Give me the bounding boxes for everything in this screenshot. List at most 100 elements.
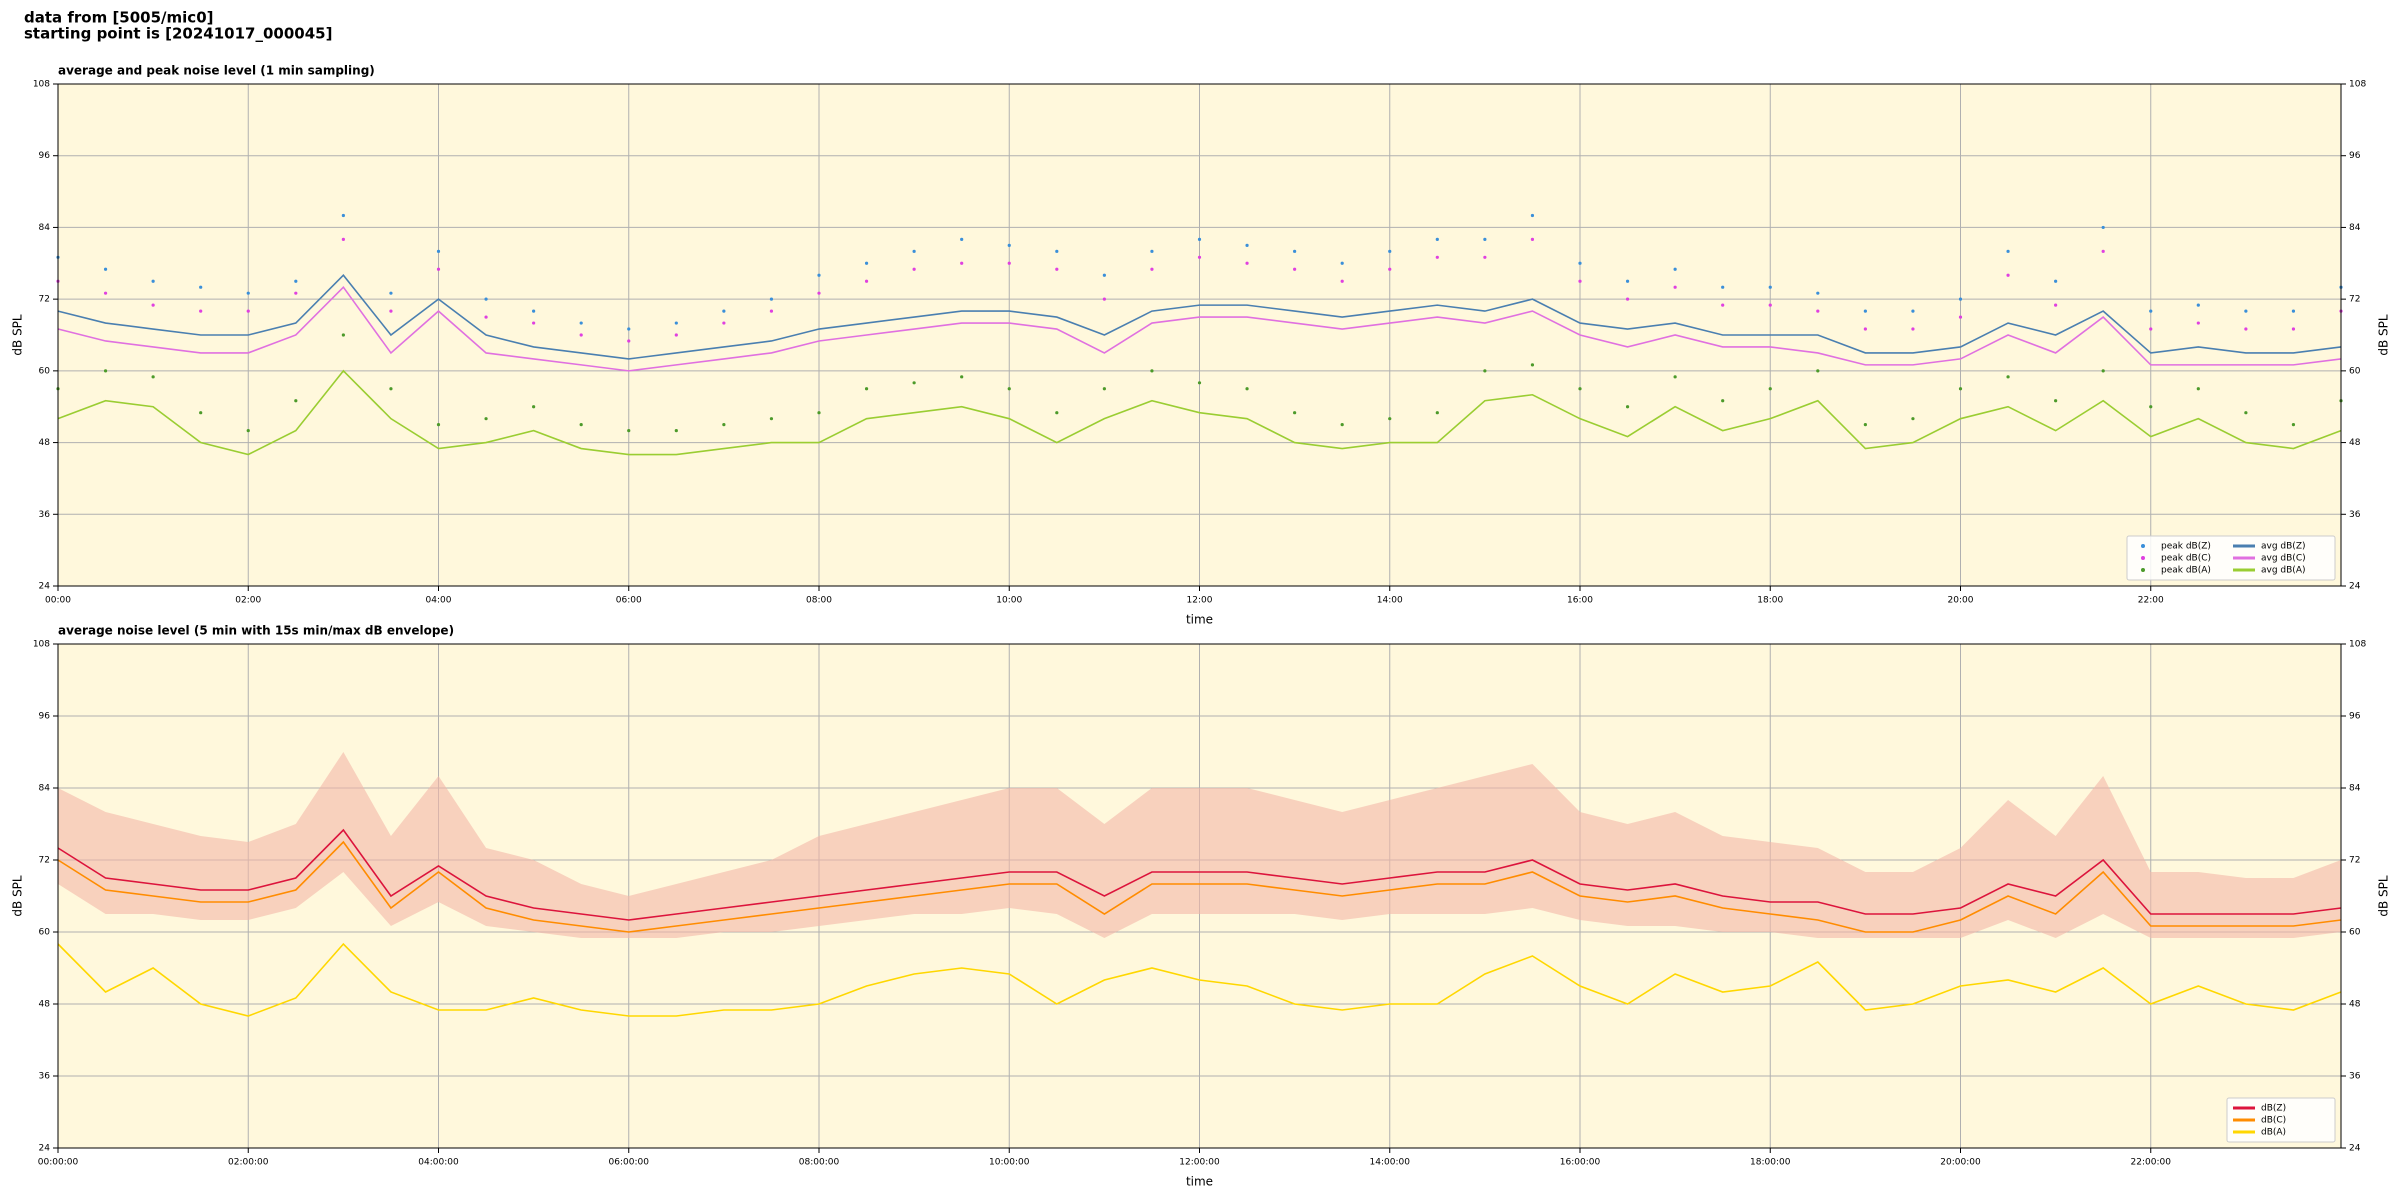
peak-dot xyxy=(2291,423,2296,427)
peak-dot xyxy=(1388,249,1392,253)
peak-dot xyxy=(1435,411,1439,415)
peak-dot xyxy=(1578,279,1582,283)
peak-dot xyxy=(484,417,488,421)
peak-dot xyxy=(2149,405,2153,409)
peak-dot xyxy=(1340,261,1344,265)
y-tick-label: 36 xyxy=(2349,510,2361,520)
peak-dot xyxy=(1721,285,1725,289)
peak-dot xyxy=(1150,369,1154,373)
y-tick-label: 48 xyxy=(2349,438,2361,448)
y-tick-label: 36 xyxy=(39,510,51,520)
x-tick-label: 18:00 xyxy=(1757,596,1783,606)
peak-dot xyxy=(1911,327,1915,331)
peak-dot xyxy=(1293,411,1297,415)
peak-dot xyxy=(2291,327,2296,331)
peak-dot xyxy=(532,321,536,325)
peak-dot xyxy=(579,333,583,337)
y-tick-label: 72 xyxy=(39,295,50,305)
y-tick-label: 36 xyxy=(39,1072,51,1082)
peak-dot xyxy=(2149,327,2153,331)
peak-dot xyxy=(1578,261,1582,265)
y-tick-label: 84 xyxy=(2349,223,2361,233)
legend-swatch xyxy=(2141,556,2145,560)
peak-dot xyxy=(674,321,678,325)
y-tick-label: 60 xyxy=(39,366,51,376)
peak-dot xyxy=(1293,267,1297,271)
y-tick-label: 84 xyxy=(2349,784,2361,794)
y-tick-label: 108 xyxy=(2349,640,2366,650)
peak-dot xyxy=(2244,309,2248,313)
y-tick-label: 60 xyxy=(2349,366,2361,376)
peak-dot xyxy=(1340,279,1344,283)
peak-dot xyxy=(1055,249,1059,253)
x-tick-label: 20:00 xyxy=(1948,596,1974,606)
legend-label: dB(A) xyxy=(2261,1128,2286,1138)
peak-dot xyxy=(436,267,441,271)
peak-dot xyxy=(151,303,155,307)
peak-dot xyxy=(1863,309,1867,313)
peak-dot xyxy=(2101,369,2105,373)
peak-dot xyxy=(1197,255,1202,259)
x-tick-label: 10:00:00 xyxy=(989,1158,1030,1168)
x-tick-label: 00:00 xyxy=(45,596,71,606)
legend-swatch xyxy=(2141,568,2145,572)
y-tick-label: 96 xyxy=(2349,151,2361,161)
peak-dot xyxy=(1197,237,1202,241)
x-tick-label: 12:00 xyxy=(1187,596,1213,606)
peak-dot xyxy=(532,405,536,409)
peak-dot xyxy=(2006,273,2010,277)
peak-dot xyxy=(1625,405,1630,409)
y-tick-label: 72 xyxy=(2349,856,2360,866)
y-tick-label: 84 xyxy=(39,223,51,233)
peak-dot xyxy=(2149,309,2153,313)
peak-dot xyxy=(1673,375,1677,379)
y-tick-label: 72 xyxy=(2349,295,2360,305)
series-line xyxy=(57,828,2342,921)
peak-dot xyxy=(1435,237,1439,241)
y-tick-label: 24 xyxy=(2349,1144,2361,1154)
series-line xyxy=(57,285,2342,372)
x-axis-label: time xyxy=(1186,1175,1213,1189)
legend-label: avg dB(Z) xyxy=(2261,542,2306,552)
plot-frame xyxy=(57,83,2342,587)
peak-dot xyxy=(960,261,964,265)
peak-dot xyxy=(960,237,964,241)
peak-dot xyxy=(1007,261,1011,265)
y-axis-label: dB SPL xyxy=(2377,875,2391,917)
y-tick-label: 48 xyxy=(39,438,51,448)
y-tick-label: 108 xyxy=(2349,80,2366,90)
peak-dot xyxy=(1388,417,1392,421)
peak-dot xyxy=(1150,249,1154,253)
peak-dot xyxy=(864,387,869,391)
x-tick-label: 02:00 xyxy=(235,596,261,606)
peak-dot xyxy=(722,321,726,325)
peak-dot xyxy=(2196,387,2200,391)
series-line xyxy=(57,274,2342,360)
y-tick-label: 48 xyxy=(39,1000,51,1010)
peak-dot xyxy=(341,237,345,241)
peak-dot xyxy=(912,267,916,271)
peak-dot xyxy=(1530,237,1535,241)
peak-dot xyxy=(341,213,345,218)
header-line: data from [5005/mic0] xyxy=(24,9,214,27)
peak-dot xyxy=(2054,303,2058,307)
peak-dot xyxy=(579,321,583,325)
x-tick-label: 00:00:00 xyxy=(38,1158,79,1168)
peak-dot xyxy=(1245,243,1249,247)
peak-dot xyxy=(627,339,631,343)
y-axis-label: dB SPL xyxy=(11,314,25,356)
peak-dot xyxy=(103,291,108,295)
y-tick-label: 96 xyxy=(2349,712,2361,722)
peak-dot xyxy=(2006,375,2010,379)
peak-dot xyxy=(2244,411,2248,415)
peak-dot xyxy=(151,279,155,283)
peak-dot xyxy=(817,291,821,295)
peak-dot xyxy=(579,423,583,427)
peak-dot xyxy=(1958,387,1963,391)
peak-dot xyxy=(864,279,869,283)
x-tick-label: 14:00:00 xyxy=(1370,1158,1411,1168)
peak-dot xyxy=(1245,261,1249,265)
legend-swatch xyxy=(2141,544,2145,548)
peak-dot xyxy=(2196,321,2200,325)
